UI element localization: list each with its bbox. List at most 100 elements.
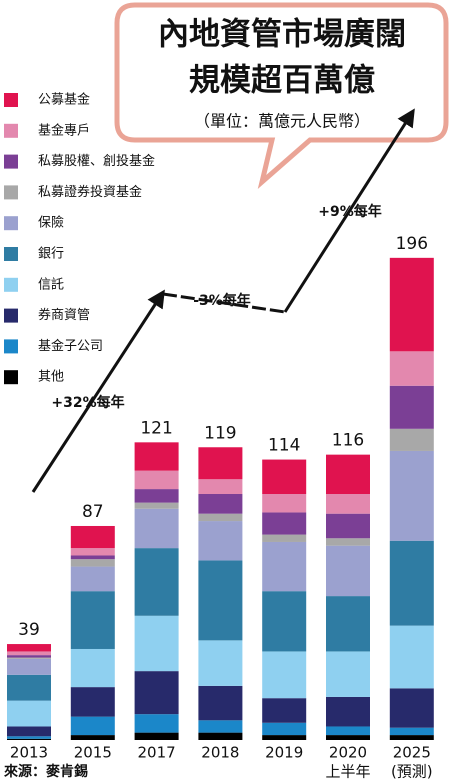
legend-label: 券商資管 — [38, 307, 90, 323]
bar-segment — [326, 726, 370, 736]
bar-segment — [134, 714, 179, 733]
bar-segment — [198, 560, 243, 641]
legend-label: 信託 — [38, 276, 64, 292]
bar-segment — [326, 454, 370, 494]
bar-segment — [7, 644, 51, 652]
legend-swatch — [4, 308, 18, 323]
legend-swatch — [4, 154, 18, 169]
legend-label: 基金子公司 — [38, 338, 103, 354]
bar-segment — [7, 674, 51, 701]
bar-segment — [326, 651, 370, 697]
trend-arrow — [31, 289, 165, 493]
bar-segment — [262, 722, 307, 736]
legend-swatch — [4, 185, 18, 200]
legend-swatch — [4, 247, 18, 261]
x-tick-label: 2015 — [74, 744, 112, 762]
title-line2: 規模超百萬億 — [189, 63, 375, 99]
x-tick-label: 2020 — [329, 744, 367, 762]
bar-segment — [134, 442, 179, 471]
bar-segment — [326, 735, 370, 740]
bar-segment — [198, 720, 243, 733]
bar-segment — [389, 625, 434, 689]
bar-segment — [70, 687, 115, 717]
bar-segment — [198, 513, 243, 522]
x-tick-label: 2013 — [10, 744, 48, 762]
bar-segment — [134, 489, 179, 503]
bar-segment — [262, 512, 307, 535]
bar-segment — [7, 655, 51, 658]
legend-swatch — [4, 370, 18, 385]
bar-segment — [7, 736, 51, 739]
bar-segment — [389, 688, 434, 728]
legend-label: 私募股權、創投基金 — [38, 153, 155, 169]
bar-segment — [389, 540, 434, 626]
annotation: +32%每年 — [51, 394, 124, 411]
bar-segment — [70, 548, 115, 556]
bar-segment — [198, 494, 243, 514]
bar-segment — [198, 521, 243, 561]
bar-segment — [7, 657, 51, 659]
bar-segment — [389, 257, 434, 352]
legend-swatch — [4, 93, 18, 107]
annotation: +9%每年 — [318, 203, 382, 220]
total-label: 116 — [332, 431, 364, 451]
bar-segment — [326, 696, 370, 727]
bar-segment — [198, 685, 243, 721]
bar-segment — [262, 735, 307, 740]
bar-segment — [7, 651, 51, 656]
legend-label: 其他 — [38, 370, 64, 385]
bar-segment — [134, 502, 179, 509]
legend-swatch — [4, 216, 18, 231]
bar-segment — [389, 428, 434, 451]
total-label: 196 — [396, 234, 428, 254]
bar-segment — [70, 735, 115, 740]
bar-segment — [134, 508, 179, 549]
legend-swatch — [4, 339, 18, 354]
bar-segment — [134, 671, 179, 715]
legend-label: 公募基金 — [38, 92, 90, 108]
bar-segment — [389, 727, 434, 736]
bar-segment — [70, 591, 115, 649]
bar-segment — [262, 698, 307, 723]
bar-segment — [262, 591, 307, 652]
bar-segment — [70, 566, 115, 592]
bar-segment — [134, 615, 179, 672]
legend-label: 保險 — [38, 216, 64, 231]
total-label: 119 — [204, 423, 236, 443]
title: 內地資管市場廣闊 — [158, 17, 406, 53]
x-tick-label: 2018 — [201, 744, 239, 762]
bar-segment — [262, 534, 307, 542]
x-tick-note: 上半年 — [325, 763, 370, 781]
annotation: -3%每年 — [193, 292, 251, 309]
bar-segment — [326, 596, 370, 652]
title-bubble — [114, 2, 449, 190]
bar-segment — [326, 538, 370, 546]
bar-segment — [262, 459, 307, 494]
bar-segment — [262, 494, 307, 513]
bar-segment — [326, 494, 370, 514]
bar-segment — [389, 450, 434, 541]
bar-segment — [262, 651, 307, 699]
total-label: 114 — [268, 436, 300, 456]
bar-segment — [134, 470, 179, 490]
legend-label: 基金專戶 — [38, 122, 90, 138]
bar-segment — [7, 700, 51, 727]
bar-segment — [389, 351, 434, 386]
legend-label: 私募證券投資基金 — [38, 184, 142, 200]
total-label: 39 — [18, 620, 40, 640]
bar-segment — [389, 735, 434, 740]
bar-segment — [70, 555, 115, 560]
bar-segment — [70, 716, 115, 736]
bar-segment — [326, 513, 370, 539]
bar-segment — [198, 479, 243, 494]
legend-swatch — [4, 123, 18, 138]
total-label: 121 — [140, 418, 172, 438]
trend-arrow — [283, 108, 415, 313]
bar-segment — [198, 640, 243, 686]
bar-segment — [198, 732, 243, 740]
legend-swatch — [4, 277, 18, 292]
bar-segment — [134, 732, 179, 740]
trend-arrow — [162, 292, 286, 314]
bar-segment — [7, 726, 51, 737]
